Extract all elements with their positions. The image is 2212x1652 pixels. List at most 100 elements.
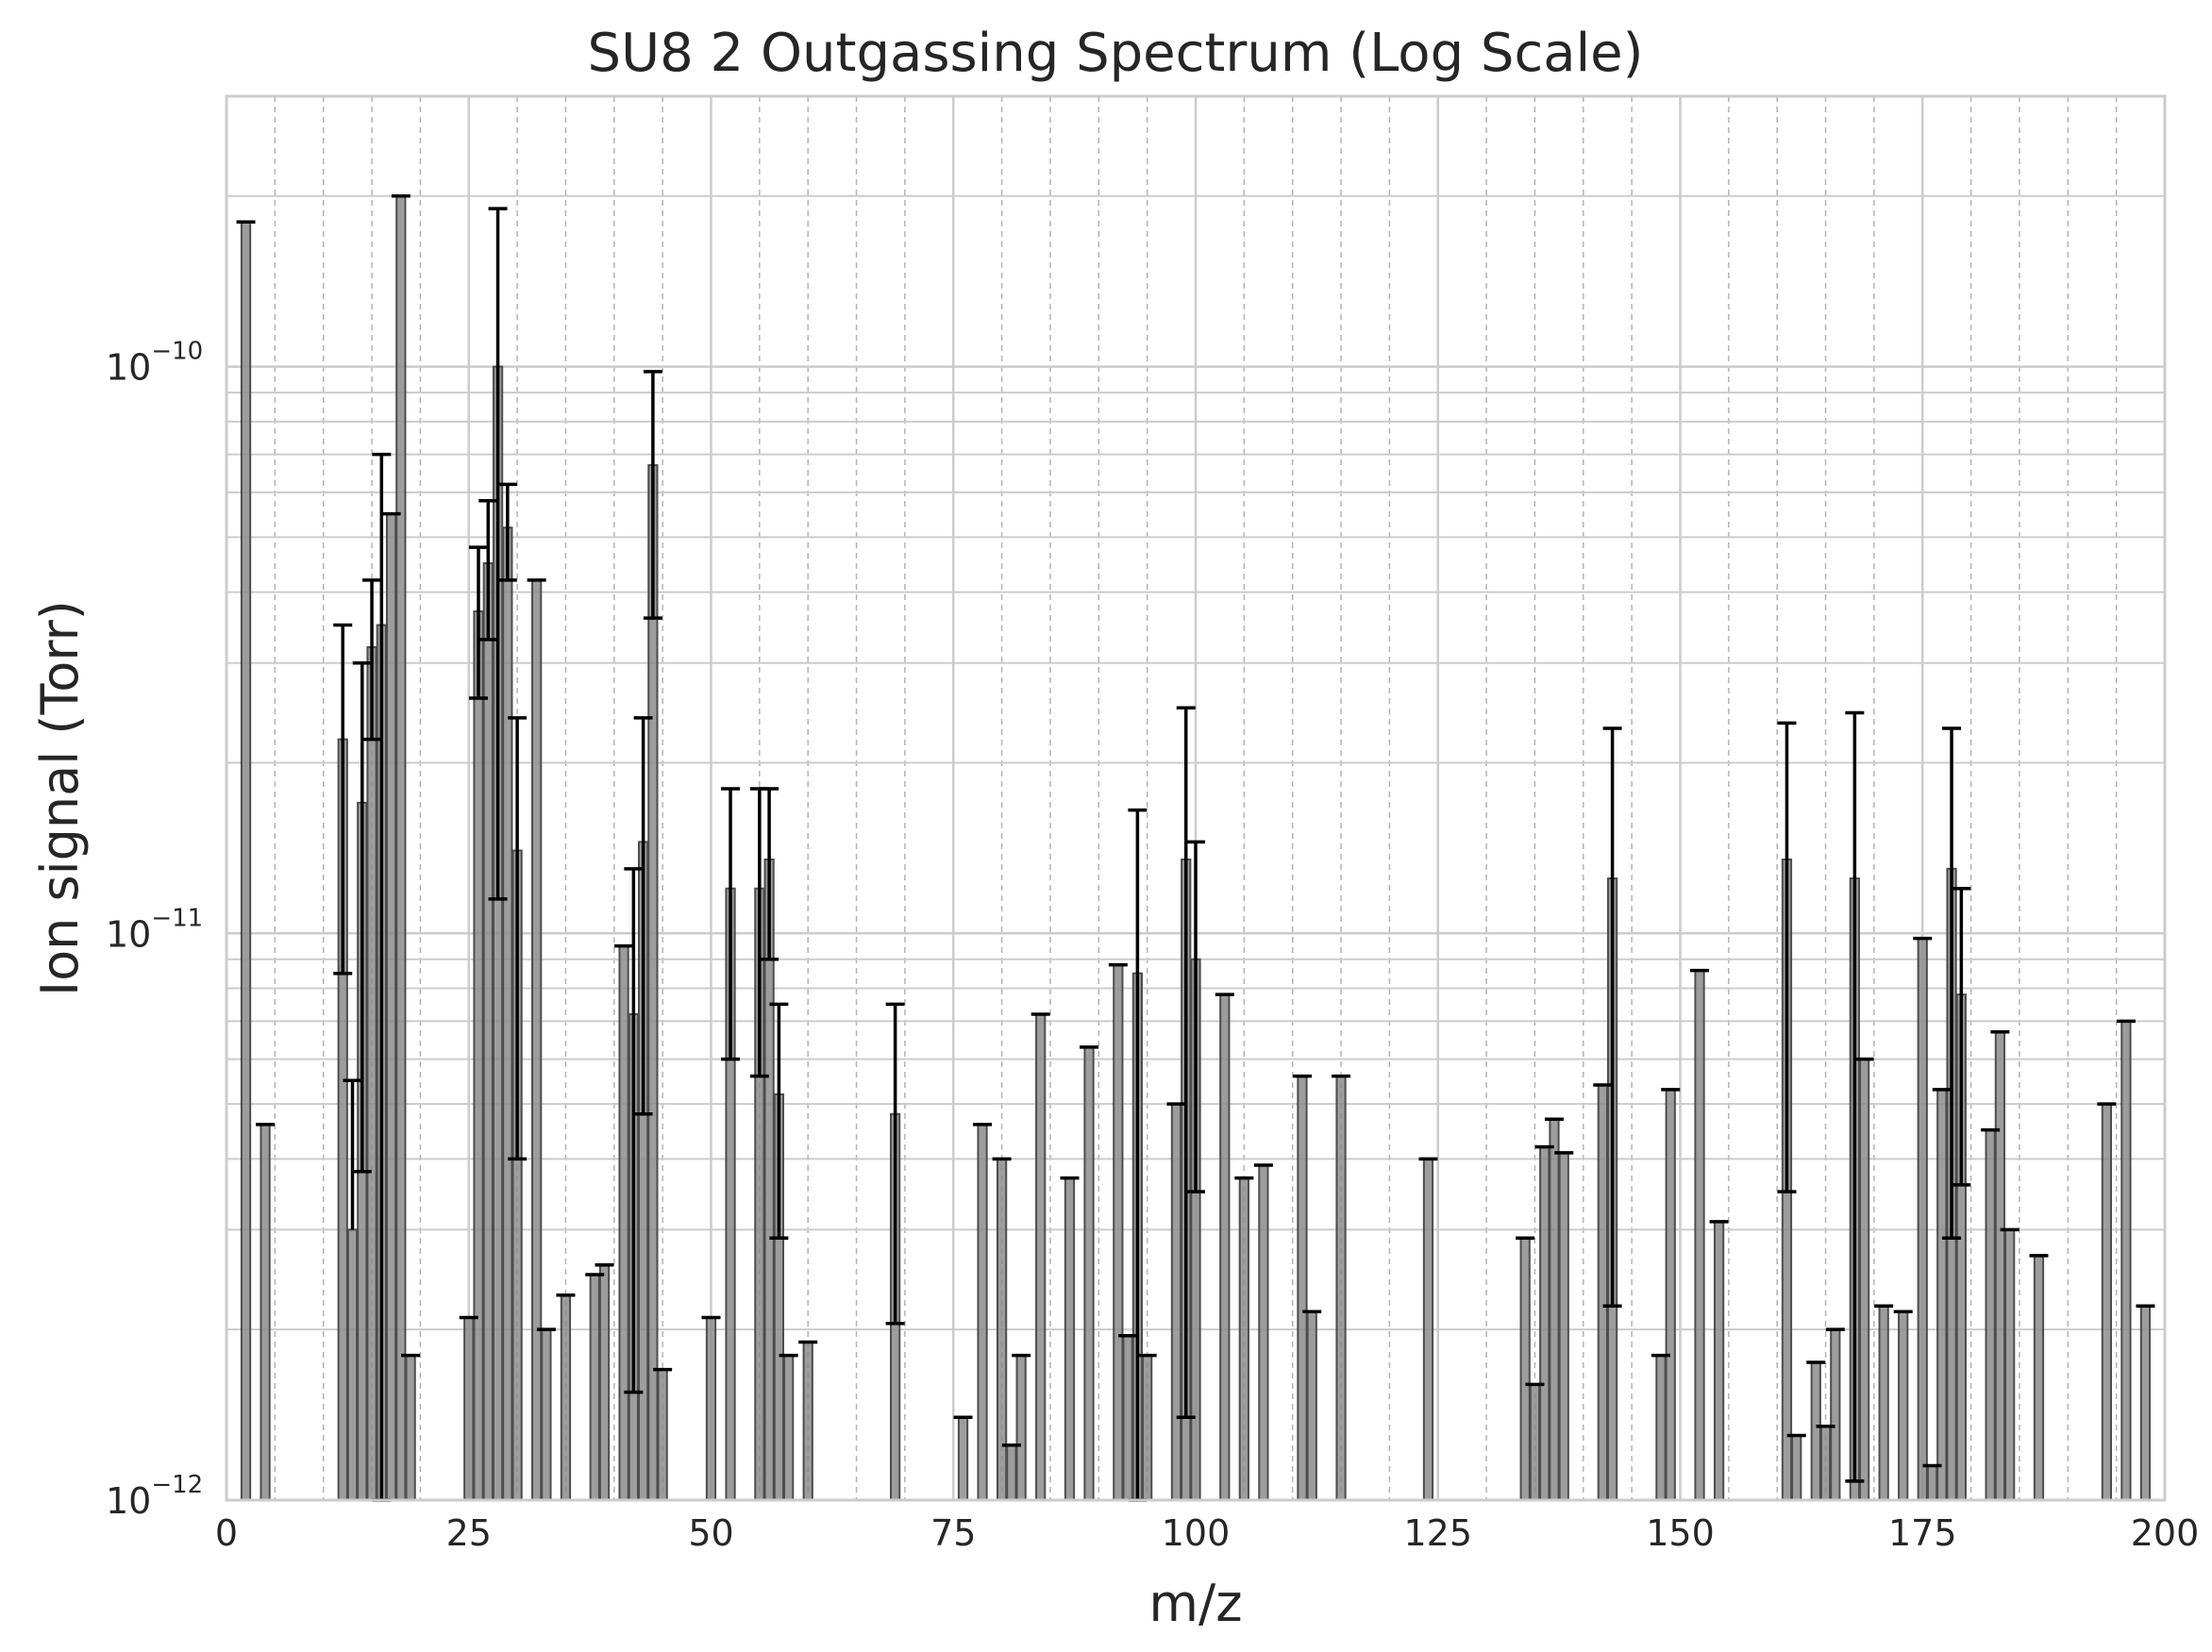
bar-mz-60 bbox=[802, 1341, 813, 1501]
error-bar-mz-29 bbox=[497, 482, 517, 582]
bar-mz-138 bbox=[1558, 1151, 1569, 1501]
bar-mz-92 bbox=[1113, 963, 1124, 1501]
bar-mz-148 bbox=[1655, 1354, 1667, 1501]
bar-mz-95 bbox=[1142, 1354, 1153, 1501]
bar-mz-17 bbox=[385, 512, 397, 1501]
bar-mz-112 bbox=[1306, 1310, 1317, 1502]
x-tick-label: 50 bbox=[688, 1512, 733, 1554]
bar-mz-80 bbox=[996, 1158, 1008, 1502]
bar-mz-33 bbox=[541, 1328, 552, 1502]
error-bar-mz-14 bbox=[352, 660, 372, 1174]
bar-mz-134 bbox=[1519, 1237, 1531, 1501]
bar-mz-81 bbox=[1006, 1443, 1017, 1501]
bar-mz-166 bbox=[1830, 1328, 1841, 1502]
bar-mz-182 bbox=[1985, 1128, 1996, 1502]
x-tick-label: 150 bbox=[1646, 1512, 1715, 1554]
bar-mz-187 bbox=[2033, 1254, 2045, 1502]
error-bar-mz-100 bbox=[1186, 840, 1205, 1193]
bar-mz-2 bbox=[240, 221, 252, 1502]
bar-mz-84 bbox=[1035, 1013, 1047, 1501]
error-bar-mz-13 bbox=[343, 1078, 362, 1230]
bar-mz-29 bbox=[502, 526, 513, 1502]
x-tick-label: 125 bbox=[1403, 1512, 1472, 1554]
bar-mz-32 bbox=[531, 578, 543, 1501]
error-bar-mz-161 bbox=[1777, 721, 1797, 1193]
bar-mz-50 bbox=[705, 1316, 717, 1501]
y-tick-label: 10−11 bbox=[106, 904, 203, 955]
bar-mz-58 bbox=[783, 1354, 795, 1501]
bar-mz-78 bbox=[977, 1123, 988, 1501]
error-bar-mz-43 bbox=[633, 716, 653, 1116]
bar-mz-19 bbox=[405, 1354, 416, 1501]
error-bar-mz-56 bbox=[760, 787, 779, 961]
bar-mz-44 bbox=[647, 464, 659, 1502]
bar-mz-39 bbox=[598, 1263, 611, 1502]
bar-mz-35 bbox=[560, 1293, 572, 1501]
bar-mz-175 bbox=[1917, 937, 1928, 1501]
bar-mz-137 bbox=[1549, 1118, 1560, 1502]
error-bar-mz-15 bbox=[362, 578, 382, 742]
chart-title: SU8 2 Outgassing Spectrum (Log Scale) bbox=[588, 23, 1644, 84]
bar-mz-165 bbox=[1819, 1425, 1832, 1501]
bar-mz-15 bbox=[366, 645, 377, 1501]
x-axis-ticks: 0 25 50 75 100 125 150 175 200 bbox=[215, 1512, 2199, 1554]
error-bar-mz-44 bbox=[643, 370, 662, 620]
bar-mz-183 bbox=[1994, 1030, 2006, 1501]
error-bar-mz-30 bbox=[508, 716, 528, 1161]
bar-mz-198 bbox=[2139, 1305, 2152, 1501]
x-tick-label: 175 bbox=[1888, 1512, 1957, 1554]
error-bar-mz-28 bbox=[488, 207, 508, 901]
error-bar-mz-42 bbox=[624, 867, 644, 1394]
error-bar-mz-99 bbox=[1176, 706, 1196, 1419]
error-bar-mz-27 bbox=[478, 498, 498, 642]
x-tick-label: 100 bbox=[1162, 1512, 1231, 1554]
y-axis-ticks: 10−12 10−11 10−10 bbox=[106, 338, 203, 1522]
error-bar-mz-143 bbox=[1602, 726, 1622, 1309]
bar-mz-41 bbox=[618, 944, 629, 1501]
y-axis-label: Ion signal (Torr) bbox=[30, 600, 90, 996]
bar-mz-111 bbox=[1297, 1075, 1308, 1501]
bar-mz-152 bbox=[1694, 969, 1705, 1501]
bar-mz-184 bbox=[2004, 1228, 2016, 1501]
bar-mz-87 bbox=[1064, 1176, 1076, 1501]
bar-mz-93 bbox=[1122, 1334, 1133, 1501]
x-tick-label: 200 bbox=[2131, 1512, 2200, 1554]
error-bars bbox=[236, 194, 2155, 1502]
error-bar-mz-12 bbox=[333, 623, 353, 976]
bar-mz-162 bbox=[1791, 1434, 1802, 1502]
plot-frame bbox=[225, 94, 2167, 1502]
bar-mz-82 bbox=[1015, 1354, 1027, 1501]
bar-mz-154 bbox=[1713, 1220, 1725, 1501]
bar-mz-13 bbox=[346, 1228, 359, 1501]
bar-mz-173 bbox=[1898, 1310, 1909, 1502]
error-bar-mz-69 bbox=[885, 1002, 905, 1326]
y-tick-label: 10−10 bbox=[106, 338, 203, 389]
bar-mz-149 bbox=[1665, 1088, 1676, 1501]
error-bar-mz-26 bbox=[469, 545, 489, 700]
bar-mz-38 bbox=[589, 1273, 600, 1501]
bar-mz-107 bbox=[1258, 1163, 1269, 1501]
bar-mz-98 bbox=[1170, 1103, 1182, 1501]
x-tick-label: 25 bbox=[446, 1512, 492, 1554]
bar-mz-103 bbox=[1219, 993, 1231, 1501]
error-bar-mz-57 bbox=[769, 1002, 789, 1240]
bar-mz-194 bbox=[2101, 1103, 2113, 1501]
bar-mz-18 bbox=[395, 194, 407, 1501]
bar-mz-27 bbox=[482, 561, 494, 1501]
x-tick-label: 75 bbox=[930, 1512, 976, 1554]
bar-mz-176 bbox=[1926, 1464, 1938, 1501]
x-tick-label: 0 bbox=[215, 1512, 238, 1554]
bar-mz-142 bbox=[1597, 1084, 1608, 1502]
y-tick-label: 10−12 bbox=[106, 1471, 203, 1522]
bar-mz-115 bbox=[1335, 1075, 1347, 1501]
error-bar-mz-52 bbox=[721, 787, 741, 1061]
bar-mz-136 bbox=[1539, 1145, 1550, 1501]
error-bar-mz-179 bbox=[1952, 886, 1971, 1187]
bar-mz-171 bbox=[1878, 1305, 1889, 1501]
bar-mz-105 bbox=[1238, 1176, 1249, 1501]
bar-mz-164 bbox=[1810, 1361, 1821, 1501]
bar-mz-169 bbox=[1859, 1058, 1870, 1501]
bar-mz-4 bbox=[260, 1123, 271, 1501]
bar-mz-196 bbox=[2120, 1020, 2132, 1502]
